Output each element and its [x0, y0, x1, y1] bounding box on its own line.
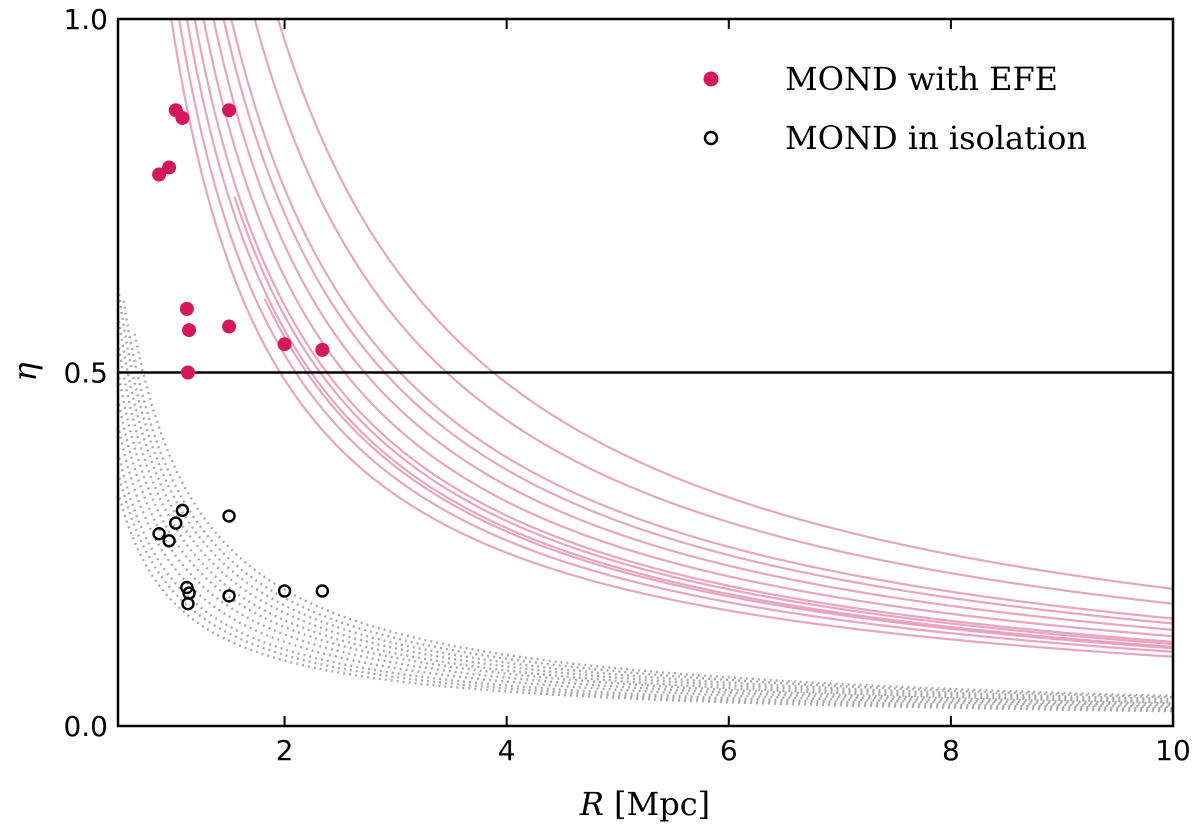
- legend-label-isolation: MOND in isolation: [785, 119, 1087, 157]
- efe-point: [222, 319, 237, 334]
- efe-point: [315, 342, 330, 357]
- efe-point: [180, 365, 195, 380]
- isolation-point: [181, 596, 195, 611]
- efe-curves: [170, 19, 1173, 658]
- efe-curve-2: [230, 19, 1173, 620]
- efe-curve-5: [202, 19, 1173, 638]
- y-tick-label: 0.5: [63, 357, 108, 390]
- efe-curve-3: [222, 19, 1173, 625]
- legend-marker-efe: [703, 71, 719, 87]
- efe-curve-9: [170, 19, 1173, 658]
- x-axis-unit: [Mpc]: [614, 785, 710, 823]
- isolation-curve-2: [118, 288, 1173, 701]
- efe-point: [179, 301, 194, 316]
- isolation-curve-4: [118, 341, 1173, 704]
- efe-curve-0: [276, 19, 1173, 590]
- x-tick-label: 2: [276, 734, 294, 767]
- efe-point: [152, 167, 167, 182]
- x-axis-label: R [Mpc]: [579, 785, 710, 823]
- efe-point: [175, 110, 190, 125]
- efe-curve-6: [193, 19, 1173, 643]
- efe-curve-10: [233, 196, 1173, 646]
- x-tick-label: 4: [498, 734, 516, 767]
- efe-point: [277, 337, 292, 352]
- isolation-curve-5: [118, 371, 1173, 705]
- isolation-curve-10: [118, 491, 1173, 713]
- legend-marker-isolation: [703, 130, 719, 146]
- isolation-curves: [118, 288, 1173, 713]
- x-tick-label: 6: [720, 734, 738, 767]
- isolation-curve-3: [118, 314, 1173, 702]
- isolation-curve-7: [118, 424, 1173, 709]
- x-axis-variable: R: [579, 785, 604, 823]
- isolation-curve-6: [118, 398, 1173, 707]
- efe-curve-7: [185, 19, 1173, 648]
- isolation-point: [277, 584, 292, 598]
- efe-curve-11: [263, 298, 1173, 650]
- y-axis-label: η: [6, 362, 44, 381]
- efe-curve-1: [253, 19, 1173, 605]
- isolation-curve-9: [118, 471, 1173, 712]
- x-axis-ticks: 2 4 6 8 10: [276, 19, 1191, 767]
- efe-curve-4: [212, 19, 1173, 631]
- efe-point: [162, 160, 177, 175]
- efe-points: [152, 103, 330, 380]
- isolation-points: [152, 503, 330, 611]
- isolation-curve-8: [118, 451, 1173, 710]
- isolation-point: [152, 526, 166, 541]
- isolation-point: [175, 503, 190, 518]
- efe-point: [222, 103, 237, 118]
- isolation-point: [162, 534, 176, 548]
- legend: MOND with EFE MOND in isolation: [703, 60, 1087, 157]
- x-tick-label: 8: [942, 734, 960, 767]
- efe-point: [182, 323, 197, 338]
- isolation-point: [222, 509, 236, 523]
- isolation-curve-1: [122, 300, 1173, 699]
- y-axis-ticks: 0.0 0.5 1.0: [63, 3, 1173, 743]
- isolation-point: [315, 584, 330, 598]
- efe-curve-8: [177, 19, 1173, 653]
- y-tick-label: 0.0: [63, 710, 108, 743]
- y-tick-label: 1.0: [63, 3, 108, 36]
- legend-label-efe: MOND with EFE: [785, 60, 1058, 98]
- isolation-point: [222, 589, 236, 603]
- isolation-point: [169, 516, 183, 530]
- x-tick-label: 10: [1155, 734, 1191, 767]
